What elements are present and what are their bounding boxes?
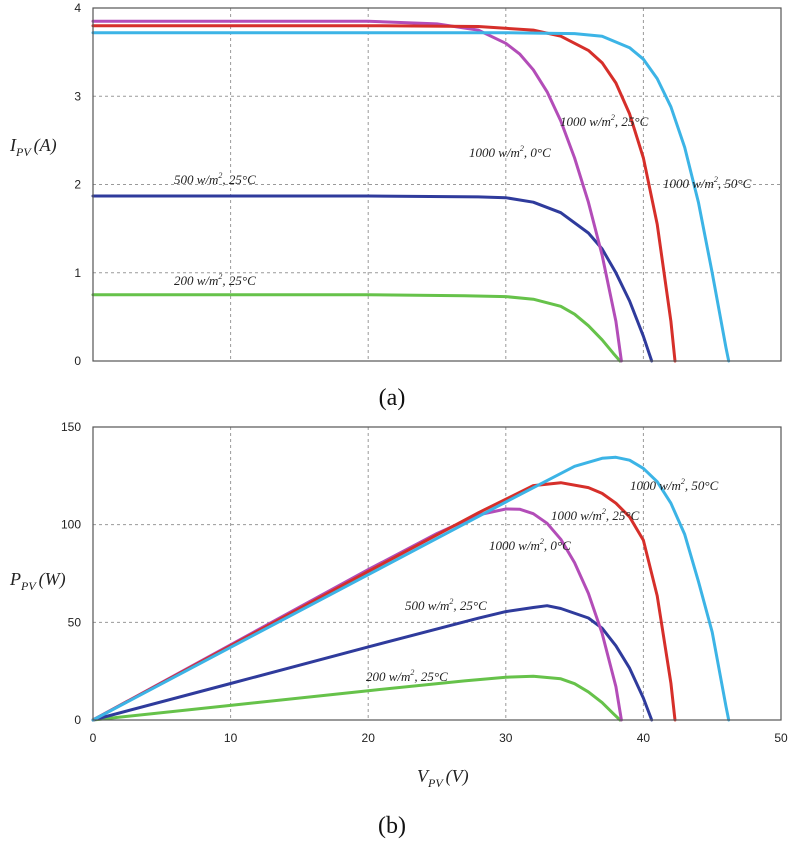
- panel-b-ytick-label: 150: [61, 420, 81, 434]
- panel-a-annotation-1000-0c: 1000 w/m2, 0°C: [469, 144, 551, 160]
- panel-b-frame: [92, 426, 782, 721]
- panel-b-series-2: [91, 507, 623, 722]
- panel-b-xtick-label: 0: [90, 731, 97, 745]
- panel-a-curves: [91, 19, 731, 363]
- panel-a-ytick-label: 0: [74, 354, 81, 368]
- panel-b-annotation-200-25c: 200 w/m2, 25°C: [366, 668, 448, 684]
- panel-b-y-axis-label: PPV (W): [9, 569, 66, 593]
- panel-b-annotation-1000-0c: 1000 w/m2, 0°C: [489, 537, 571, 553]
- panel-a-iv-chart: 0 1 2 3 4 IPV (A) 1000 w/m2, 25°C 1000 w/m2, …: [9, 1, 782, 411]
- panel-a-grid: [93, 8, 781, 361]
- panel-a-ytick-label: 3: [74, 89, 81, 103]
- panel-b-annotation-1000-25c: 1000 w/m2, 25°C: [551, 507, 640, 523]
- panel-b-xtick-label: 20: [362, 731, 376, 745]
- panel-a-series-1: [91, 194, 654, 363]
- panel-b-caption: (b): [378, 813, 406, 839]
- panel-b-series-1: [91, 604, 654, 722]
- panel-b-xtick-label: 10: [224, 731, 238, 745]
- panel-a-frame: [92, 7, 782, 362]
- panel-b-xtick-label: 50: [774, 731, 788, 745]
- panel-b-series-3: [91, 481, 677, 722]
- panel-a-ytick-label: 1: [74, 266, 81, 280]
- panel-a-series-3: [91, 24, 677, 363]
- panel-a-annotation-200-25c: 200 w/m2, 25°C: [174, 272, 256, 288]
- panel-b-curves: [91, 455, 731, 722]
- panel-a-series-4: [91, 31, 731, 363]
- panel-b-y-ticks: 0 50 100 150: [61, 420, 81, 727]
- panel-a-annotation-500-25c: 500 w/m2, 25°C: [174, 171, 256, 187]
- panel-a-ytick-label: 2: [74, 178, 81, 192]
- panel-b-ytick-label: 100: [61, 518, 81, 532]
- panel-b-xtick-label: 30: [499, 731, 513, 745]
- panel-b-series-0: [91, 674, 622, 722]
- panel-a-ytick-label: 4: [74, 1, 81, 15]
- panel-a-y-axis-label: IPV (A): [9, 135, 57, 159]
- panel-a-annotation-1000-50c: 1000 w/m2, 50°C: [663, 175, 752, 191]
- panel-b-x-ticks: 0 10 20 30 40 50: [90, 731, 788, 745]
- panel-a-series-2: [91, 19, 623, 363]
- panel-a-y-ticks: 0 1 2 3 4: [74, 1, 81, 368]
- panel-a-series-0: [91, 293, 622, 363]
- panel-b-annotation-500-25c: 500 w/m2, 25°C: [405, 597, 487, 613]
- panel-b-pv-chart: 0 50 100 150 0 10 20 30 40 50 PPV (W) VPV (V) 1000…: [9, 420, 788, 839]
- panel-b-series-4: [91, 455, 731, 722]
- panel-a-caption: (a): [379, 385, 406, 411]
- panel-b-annotation-1000-50c: 1000 w/m2, 50°C: [630, 477, 719, 493]
- panel-a-annotation-1000-25c: 1000 w/m2, 25°C: [560, 113, 649, 129]
- panel-b-ytick-label: 50: [68, 615, 82, 629]
- panel-b-xtick-label: 40: [637, 731, 651, 745]
- panel-b-ytick-label: 0: [74, 713, 81, 727]
- panel-b-x-axis-label: VPV (V): [417, 766, 469, 790]
